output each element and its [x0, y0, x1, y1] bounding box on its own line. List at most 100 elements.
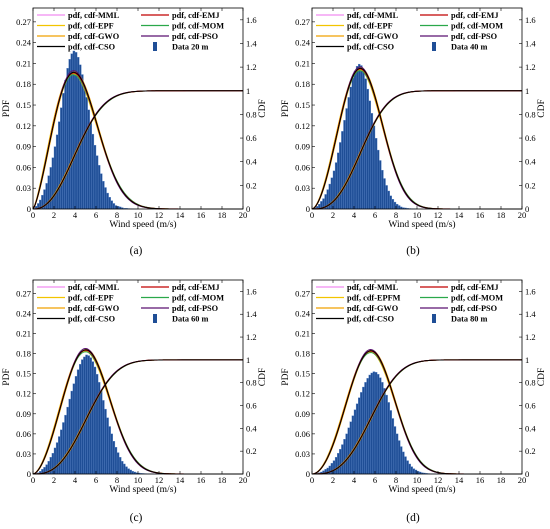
histogram-bar [51, 157, 55, 210]
histogram-bar [47, 175, 50, 210]
histogram-bar [118, 457, 122, 475]
y-left-tick-label: 0.21 [295, 58, 310, 68]
y-right-tick-label: 0.4 [246, 157, 257, 167]
y-left-tick-label: 0 [27, 469, 31, 479]
legend-swatch-data [432, 42, 436, 51]
histogram-bar [51, 453, 55, 475]
y-left-tick-label: 0.06 [295, 429, 310, 439]
cdf-curve-cso [312, 359, 522, 475]
y-right-axis-label: CDF [258, 368, 268, 386]
histogram-bar [351, 415, 355, 475]
y-left-axis-label: PDF [281, 368, 291, 385]
histogram-bar [389, 410, 392, 475]
histogram-bar [355, 66, 359, 210]
y-left-tick-label: 0.03 [295, 183, 310, 193]
x-tick-label: 20 [518, 210, 527, 220]
x-tick-label: 14 [176, 475, 185, 485]
histogram-bar [387, 402, 390, 475]
y-left-tick-label: 0 [306, 469, 310, 479]
chart-panel-1: 00.030.060.090.120.150.180.210.240.2700.… [2, 7, 268, 257]
histogram-bar [337, 453, 340, 475]
histogram-bar [385, 185, 388, 210]
histogram-bar [332, 170, 336, 210]
histogram-bar [402, 451, 405, 475]
y-left-tick-label: 0.15 [295, 369, 310, 379]
legend-swatch-data [153, 42, 157, 51]
histogram-bar [416, 471, 420, 475]
histogram-bar [381, 170, 384, 210]
y-right-tick-label: 1 [525, 355, 529, 365]
histogram-bar [81, 359, 84, 475]
legend-entry: pdf, cdf-GWO [68, 304, 120, 313]
y-right-axis-label: CDF [258, 99, 268, 117]
y-left-tick-label: 0 [27, 204, 31, 214]
x-tick-label: 8 [115, 475, 119, 485]
histogram-bar [341, 131, 344, 210]
histogram-bar [383, 388, 386, 475]
histogram-bar [110, 433, 113, 475]
y-left-tick-label: 0.27 [16, 17, 31, 27]
y-right-tick-label: 0 [525, 204, 529, 214]
x-tick-label: 18 [497, 210, 506, 220]
y-left-tick-label: 0.15 [16, 369, 31, 379]
x-tick-label: 6 [94, 475, 98, 485]
histogram-bar [131, 471, 134, 475]
legend-entry: pdf, cdf-MML [68, 11, 120, 20]
histogram-bar [85, 354, 88, 475]
histogram-bar [366, 88, 369, 210]
y-right-tick-label: 1.2 [525, 332, 536, 342]
legend-entry: pdf, cdf-MOM [451, 294, 503, 303]
histogram-bar [64, 414, 67, 475]
histogram-bar [49, 167, 53, 210]
x-tick-label: 10 [134, 475, 143, 485]
histogram-bar [351, 77, 355, 210]
x-tick-label: 16 [197, 210, 206, 220]
legend-entry: pdf, cdf-CSO [68, 43, 116, 52]
cdf-curve-cso [312, 90, 522, 210]
histogram-bar [83, 356, 86, 475]
histogram-bar [330, 463, 334, 475]
histogram-bar [391, 418, 395, 475]
x-tick-label: 20 [239, 475, 248, 485]
legend-entry: pdf, cdf-CSO [347, 43, 395, 52]
y-left-tick-label: 0.24 [16, 38, 32, 48]
histogram-bar [91, 361, 95, 475]
histogram-bar [66, 406, 69, 475]
y-left-tick-label: 0.27 [295, 17, 310, 27]
y-right-tick-label: 1.6 [246, 15, 257, 25]
panel-label: (a) [130, 245, 143, 257]
legend-entry: pdf, cdf-CSO [68, 315, 116, 324]
histogram-bar [374, 138, 378, 210]
histogram-bar [395, 433, 399, 475]
y-right-tick-label: 0.2 [246, 180, 257, 190]
x-tick-label: 6 [373, 210, 377, 220]
histogram-bar [362, 70, 365, 210]
histogram-bar [330, 177, 334, 210]
histogram-bar [412, 468, 416, 475]
y-right-tick-label: 1 [246, 86, 250, 96]
legend-entry: pdf, cdf-MOM [172, 22, 224, 31]
legend-entry: pdf, cdf-MML [68, 283, 120, 292]
chart-panel-2: 00.030.060.090.120.150.180.210.240.2700.… [281, 7, 547, 257]
histogram-bar [68, 398, 71, 475]
histogram-bar [127, 468, 130, 475]
y-right-tick-label: 1 [246, 355, 250, 365]
legend-entry: Data 20 m [172, 43, 208, 52]
legend-entry: pdf, cdf-CSO [347, 315, 395, 324]
histogram-bar [129, 469, 132, 475]
histogram-bar [106, 417, 109, 475]
y-right-tick-label: 0.8 [525, 109, 536, 119]
histogram-bar [337, 152, 340, 210]
histogram-bar [100, 173, 103, 210]
histogram-bar [379, 160, 382, 210]
legend-entry: pdf, cdf-MOM [172, 294, 224, 303]
histogram-bar [383, 178, 386, 210]
histogram-bar [349, 421, 353, 475]
histogram-bar [393, 426, 397, 475]
legend-entry: pdf, cdf-PSO [172, 32, 219, 41]
x-tick-label: 10 [134, 210, 143, 220]
y-left-tick-label: 0.24 [295, 38, 311, 48]
y-right-tick-label: 0.6 [525, 133, 536, 143]
histogram-bar [79, 64, 82, 210]
